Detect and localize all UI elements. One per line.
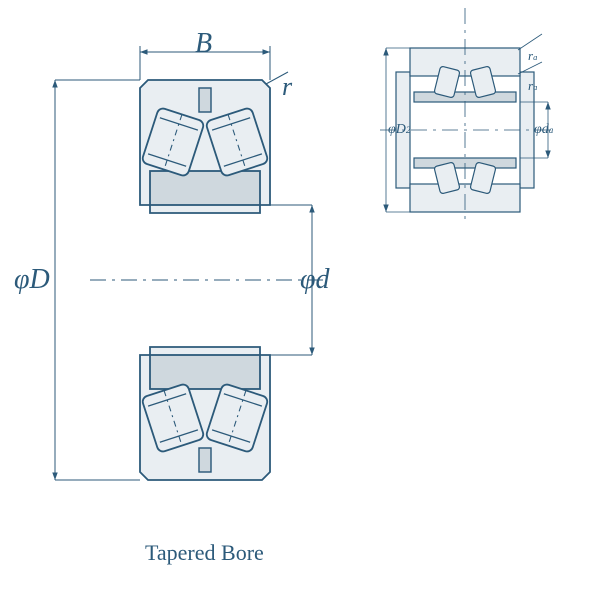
label-r: r: [282, 72, 292, 102]
label-phiD2-sub: 2: [406, 125, 411, 135]
caption-tapered-bore: Tapered Bore: [145, 540, 264, 566]
label-phid: φd: [300, 264, 330, 296]
label-phid2-sub: a: [549, 125, 554, 135]
label-r-aux-bot: ra: [528, 78, 537, 94]
label-r-aux-top: ra: [528, 48, 537, 64]
label-phid2-main: φd: [534, 122, 549, 137]
label-r-aux-bot-sub: a: [533, 82, 537, 92]
label-r-aux-top-sub: a: [533, 52, 537, 62]
label-phiD2-main: φD: [388, 122, 406, 137]
label-phiD2: φD2: [388, 122, 410, 138]
label-phid2: φda: [534, 122, 553, 138]
label-phiD: φD: [14, 264, 50, 296]
label-B: B: [195, 28, 212, 60]
